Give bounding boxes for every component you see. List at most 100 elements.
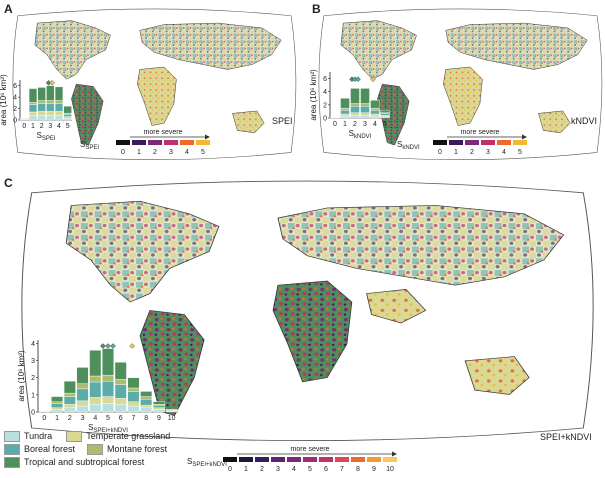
scale-b-swatch-0 xyxy=(433,140,447,145)
scale-a-label-3: 3 xyxy=(169,149,173,156)
legend-montane-label: Montane forest xyxy=(107,444,168,455)
chart-b-xtick-0: 0 xyxy=(333,121,337,128)
scale-c-label-7: 7 xyxy=(340,466,344,473)
map-c xyxy=(21,180,594,441)
scale-b-label-4: 4 xyxy=(502,149,506,156)
chart-c-bar-6-montane xyxy=(114,379,127,385)
chart-c-bar-8-tundra xyxy=(140,407,153,413)
chart-a-bar-1-tundra xyxy=(28,115,38,121)
chart-a-bar-1-montane xyxy=(28,102,38,105)
chart-c: 0 1 2 3 4 5 6 7 8 9 10 0 1 2 3 4 area (10⁶ km²) SSPEI+kND… xyxy=(17,340,178,434)
legend-temperate-swatch xyxy=(66,431,83,443)
chart-b-bar-1-boreal xyxy=(340,109,350,115)
scale-b-arrow-head xyxy=(522,134,527,140)
scale-a-label-0: 0 xyxy=(121,149,125,156)
chart-c-bar-4-boreal xyxy=(89,381,102,398)
chart-b-bar-2-boreal xyxy=(350,105,360,113)
chart-a-bar-1-tropical xyxy=(28,88,38,103)
chart-a-bar-2-montane xyxy=(37,100,46,104)
chart-b-bar-1-montane xyxy=(340,107,350,111)
chart-a-ytick-2: 2 xyxy=(13,106,17,113)
scale-b-swatch-3 xyxy=(481,140,495,145)
chart-a-xtick-3: 3 xyxy=(48,123,52,130)
chart-c-xtick-10: 10 xyxy=(168,415,176,422)
chart-c-bar-8-tropical xyxy=(140,391,153,397)
chart-b-bar-4-montane xyxy=(370,107,380,111)
chart-c-xtick-3: 3 xyxy=(81,415,85,422)
chart-c-bar-6-boreal xyxy=(114,384,127,399)
map-b xyxy=(318,8,603,160)
chart-c-bar-8-temperate xyxy=(140,404,153,408)
scale-b-swatch-2 xyxy=(465,140,479,145)
chart-c-bar-3-montane xyxy=(76,383,89,390)
chart-b-bar-2-tropical xyxy=(350,88,360,104)
chart-c-bar-3-tropical xyxy=(76,367,89,384)
chart-c-bar-1-temperate xyxy=(51,407,64,410)
scale-c-swatch-1 xyxy=(239,457,253,462)
chart-a-bar-4-tropical xyxy=(54,86,64,101)
chart-c-bar-4-tundra xyxy=(89,404,102,413)
chart-a-bar-4-montane xyxy=(54,100,64,104)
scale-a-swatch-5 xyxy=(196,140,210,145)
chart-b-ylabel: area (10⁶ km²) xyxy=(309,69,318,121)
chart-c-bar-8-montane xyxy=(140,396,153,400)
chart-a-bar-3-boreal xyxy=(46,103,55,112)
scale-a-label-1: 1 xyxy=(137,149,141,156)
scale-b-label-0: 0 xyxy=(438,149,442,156)
chart-b-marker-2 xyxy=(355,76,361,83)
chart-b-bar-1-temperate xyxy=(340,113,350,117)
scale-c-swatch-2 xyxy=(255,457,269,462)
panel-a-letter: A xyxy=(4,2,13,16)
legend-boreal: Boreal forest xyxy=(4,444,75,456)
legend-montane: Montane forest xyxy=(87,444,168,456)
chart-a-bar-3-tundra xyxy=(46,115,55,121)
chart-c-bar-1-tundra xyxy=(51,409,64,413)
scale-c-swatch-0 xyxy=(223,457,237,462)
chart-b-bar-5-boreal xyxy=(380,113,390,116)
chart-a-bar-5-tundra xyxy=(63,118,72,121)
legend-montane-swatch xyxy=(87,444,104,456)
chart-c-xtick-7: 7 xyxy=(132,415,136,422)
chart-b-xtick-2: 2 xyxy=(353,121,357,128)
chart-c-bar-9-tropical xyxy=(152,401,165,405)
chart-c-xtick-2: 2 xyxy=(68,415,72,422)
chart-a-xtick-0: 0 xyxy=(22,123,26,130)
scale-a-label-4: 4 xyxy=(185,149,189,156)
chart-b-bar-4-temperate xyxy=(370,113,380,117)
chart-c-marker-1 xyxy=(105,343,111,349)
chart-a-bar-5-tropical xyxy=(63,106,72,114)
chart-c-bar-7-temperate xyxy=(127,401,140,407)
chart-c-bar-1-tropical xyxy=(51,396,64,402)
chart-b-ytick-6: 6 xyxy=(323,76,327,83)
chart-b-bar-3-tundra xyxy=(360,115,370,119)
map-a-label: SPEI xyxy=(272,116,293,126)
chart-c-marker-0 xyxy=(100,343,106,349)
chart-c-bar-1-boreal xyxy=(51,403,64,408)
scale-b-swatch-4 xyxy=(497,140,511,145)
scale-c-swatch-7 xyxy=(335,457,349,462)
chart-c-ylabel: area (10⁶ km²) xyxy=(17,350,26,402)
chart-c-ytick-4: 4 xyxy=(31,341,35,348)
chart-a-xlabel: SSPEI xyxy=(36,131,55,142)
scale-c-label-0: 0 xyxy=(228,466,232,473)
chart-b-bar-5-tropical xyxy=(380,109,390,113)
chart-a-xtick-1: 1 xyxy=(31,123,35,130)
scale-c-label-1: 1 xyxy=(244,466,248,473)
scale-b-label-1: 1 xyxy=(454,149,458,156)
legend-tundra: Tundra xyxy=(4,431,52,443)
chart-b-bar-2-temperate xyxy=(350,112,360,116)
chart-a-bar-3-tropical xyxy=(46,85,55,101)
scale-b-label-2: 2 xyxy=(470,149,474,156)
chart-c-bar-7-montane xyxy=(127,387,140,392)
chart-c-xtick-9: 9 xyxy=(157,415,161,422)
scale-b-label-3: 3 xyxy=(486,149,490,156)
scale-c-swatch-8 xyxy=(351,457,365,462)
chart-c-bar-3-tundra xyxy=(76,405,89,413)
chart-b-xtick-4: 4 xyxy=(373,121,377,128)
chart-c-xtick-4: 4 xyxy=(93,415,97,422)
chart-a-bar-4-tundra xyxy=(54,115,64,121)
chart-a-bar-3-montane xyxy=(46,100,55,104)
chart-c-bar-2-boreal xyxy=(63,396,76,405)
